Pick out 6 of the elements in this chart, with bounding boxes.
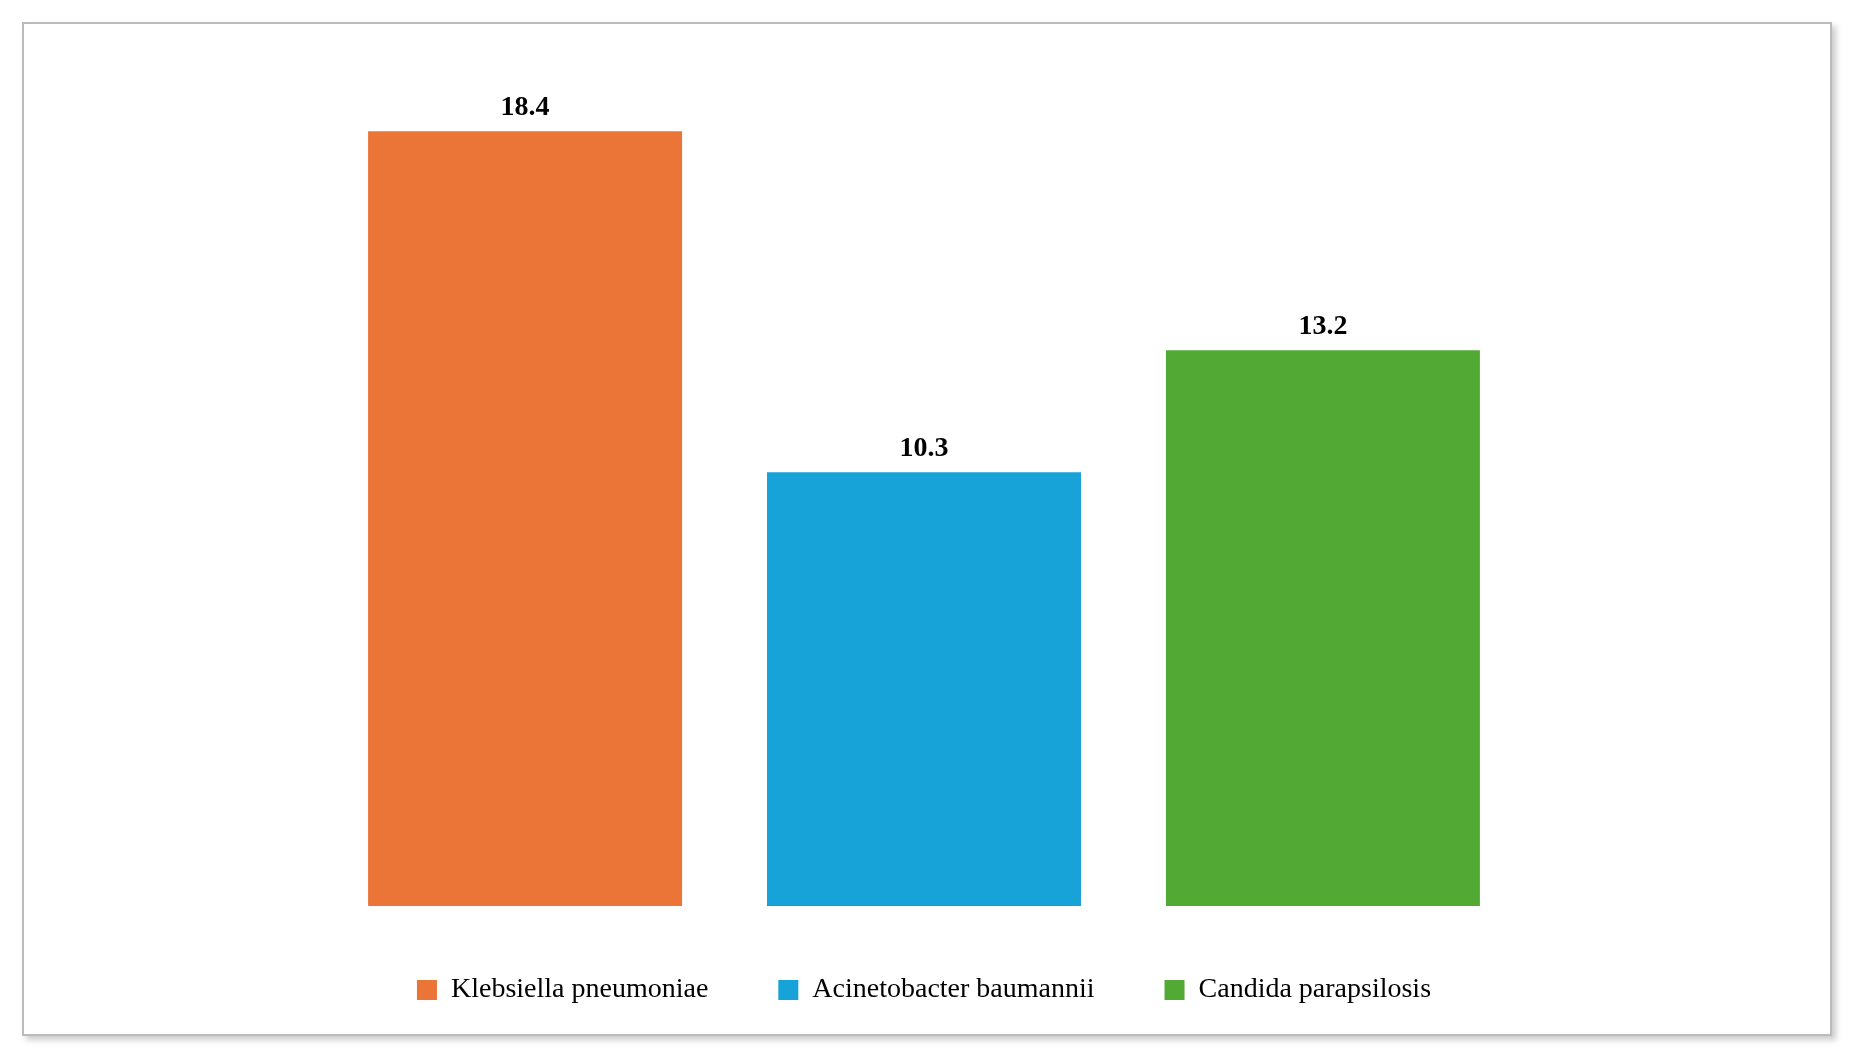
- data-label: 10.3: [899, 430, 949, 462]
- data-label: 18.4: [500, 89, 550, 121]
- legend-label: Candida parapsilosis: [1198, 972, 1432, 1004]
- legend-label: Klebsiella pneumoniae: [450, 972, 709, 1004]
- legend-label: Acinetobacter baumannii: [812, 972, 1095, 1004]
- data-label: 13.2: [1298, 308, 1348, 340]
